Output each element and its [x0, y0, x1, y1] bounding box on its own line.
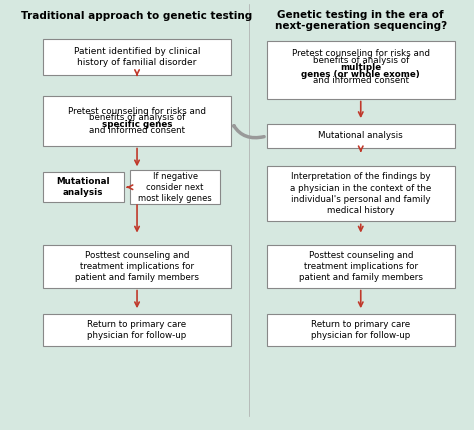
Text: multiple: multiple — [340, 63, 381, 72]
FancyBboxPatch shape — [43, 172, 124, 202]
FancyBboxPatch shape — [130, 170, 220, 204]
Text: Return to primary care
physician for follow-up: Return to primary care physician for fol… — [311, 320, 410, 341]
Text: Pretest counseling for risks and: Pretest counseling for risks and — [292, 49, 430, 58]
Text: Interpretation of the findings by
a physician in the context of the
individual's: Interpretation of the findings by a phys… — [290, 172, 431, 215]
Text: benefits of analysis of: benefits of analysis of — [313, 56, 409, 65]
FancyBboxPatch shape — [267, 245, 455, 288]
FancyBboxPatch shape — [43, 96, 231, 146]
FancyBboxPatch shape — [43, 314, 231, 347]
Text: If negative
consider next
most likely genes: If negative consider next most likely ge… — [138, 172, 212, 203]
Text: Mutational analysis: Mutational analysis — [319, 132, 403, 141]
Text: benefits of analysis of: benefits of analysis of — [89, 113, 185, 122]
Text: Traditional approach to genetic testing: Traditional approach to genetic testing — [21, 11, 253, 22]
FancyBboxPatch shape — [43, 245, 231, 288]
Text: Posttest counseling and
treatment implications for
patient and family members: Posttest counseling and treatment implic… — [75, 251, 199, 282]
Text: and informed consent: and informed consent — [313, 77, 409, 85]
Text: Patient identified by clinical
history of familial disorder: Patient identified by clinical history o… — [74, 47, 201, 67]
FancyArrowPatch shape — [234, 126, 264, 138]
FancyBboxPatch shape — [267, 314, 455, 347]
Text: genes (or whole exome): genes (or whole exome) — [301, 70, 420, 79]
Text: specific genes: specific genes — [102, 120, 172, 129]
FancyBboxPatch shape — [43, 39, 231, 75]
FancyBboxPatch shape — [267, 41, 455, 98]
Text: Mutational
analysis: Mutational analysis — [56, 177, 110, 197]
FancyBboxPatch shape — [267, 166, 455, 221]
Text: and informed consent: and informed consent — [89, 126, 185, 135]
Text: Pretest counseling for risks and: Pretest counseling for risks and — [68, 107, 206, 116]
Text: Return to primary care
physician for follow-up: Return to primary care physician for fol… — [87, 320, 187, 341]
Text: Posttest counseling and
treatment implications for
patient and family members: Posttest counseling and treatment implic… — [299, 251, 423, 282]
Text: Genetic testing in the era of
next-generation sequencing?: Genetic testing in the era of next-gener… — [275, 10, 447, 31]
FancyBboxPatch shape — [267, 124, 455, 148]
